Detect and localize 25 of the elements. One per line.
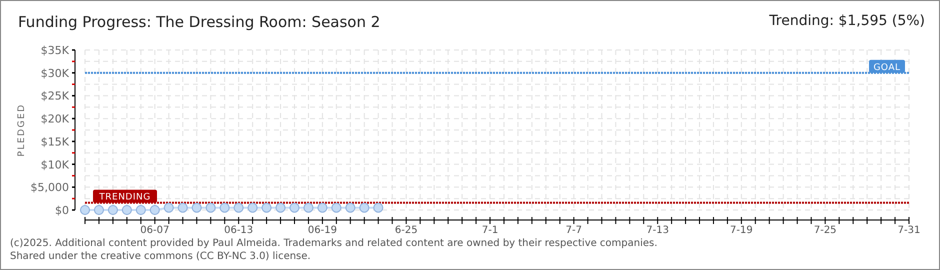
x-tick-label: 06-19 — [308, 225, 337, 236]
y-tick-label: $5,000 — [30, 181, 69, 194]
x-tick-label: 6-25 — [394, 225, 418, 236]
x-tick-label: 7-19 — [730, 225, 753, 236]
y-tick-label: $20K — [40, 112, 70, 126]
x-tick-label: 06-07 — [140, 225, 170, 236]
chart-subtitle: Trending: $1,595 (5%) — [768, 13, 925, 29]
text: Shared under the creative commons (CC BY-NC 3.0) license. — [10, 251, 311, 262]
x-tick-label: 7-13 — [646, 225, 669, 236]
y-tick-label: $10K — [40, 158, 70, 172]
text: (c)2025. Additional content provided by Paul Almeida. Trademarks and related content are owned by their respective companies. — [10, 238, 658, 249]
x-tick-label: 7-7 — [566, 225, 582, 236]
x-tick-label: 06-13 — [224, 225, 254, 236]
ref-line-label: GOAL — [873, 62, 901, 73]
y-tick-label: $35K — [40, 44, 70, 57]
y-axis-title: PLEDGED — [17, 103, 27, 157]
y-tick-label: $30K — [40, 66, 70, 80]
y-tick-label: $0 — [55, 204, 69, 217]
y-tick-label: $25K — [40, 90, 70, 103]
ref-line-label: TRENDING — [98, 192, 151, 203]
chart-title: Funding Progress: The Dressing Room: Season 2 — [18, 13, 380, 31]
x-tick-label: 7-31 — [898, 225, 920, 236]
y-tick-label: $15K — [40, 135, 70, 148]
x-tick-label: 7-1 — [482, 225, 498, 236]
x-tick-label: 7-25 — [814, 225, 837, 236]
